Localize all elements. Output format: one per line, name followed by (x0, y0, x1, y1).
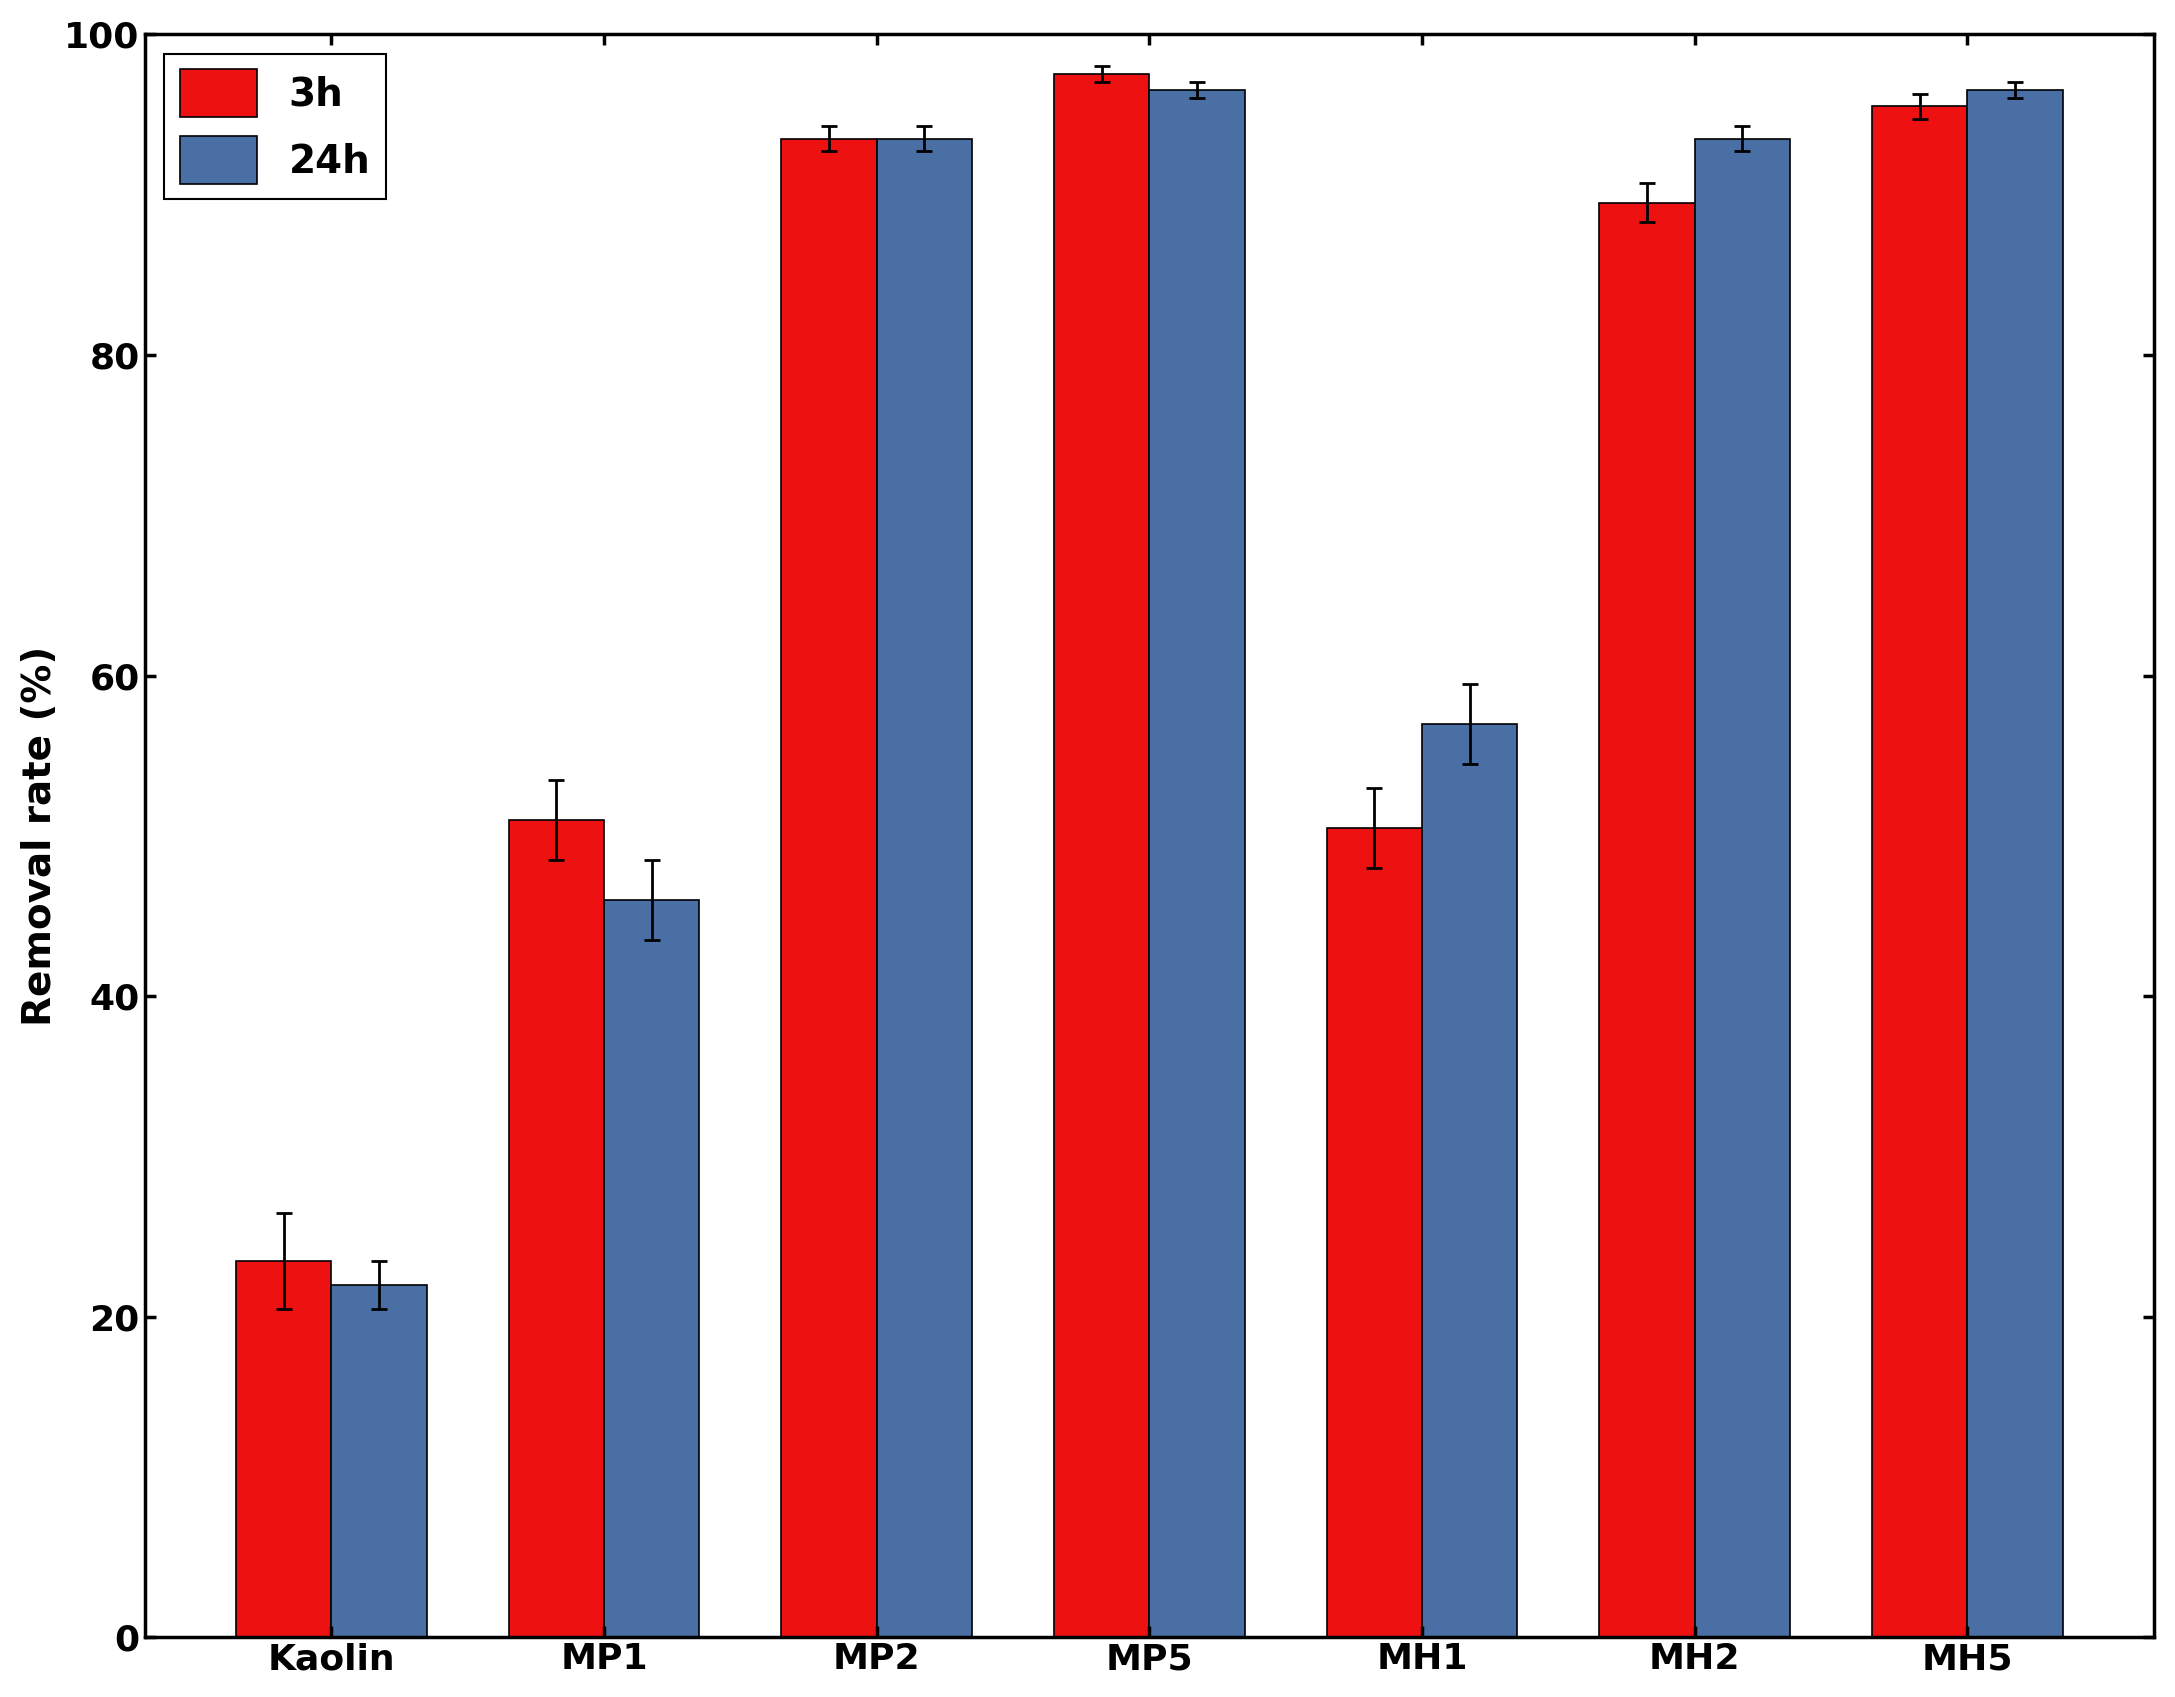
Bar (781, 139, 877, 1638)
Bar (509, 820, 605, 1638)
Legend: 3h, 24h: 3h, 24h (163, 54, 385, 199)
Bar (1599, 202, 1694, 1638)
Y-axis label: Removal rate (%): Removal rate (%) (22, 645, 59, 1027)
Bar (1055, 75, 1148, 1638)
Bar (877, 139, 972, 1638)
Bar (1873, 107, 1968, 1638)
Bar (605, 899, 700, 1638)
Bar (1694, 139, 1790, 1638)
Bar (1968, 90, 2062, 1638)
Bar (331, 1285, 426, 1638)
Bar (1148, 90, 1244, 1638)
Bar (235, 1261, 331, 1638)
Bar (1422, 723, 1518, 1638)
Bar (1327, 828, 1422, 1638)
